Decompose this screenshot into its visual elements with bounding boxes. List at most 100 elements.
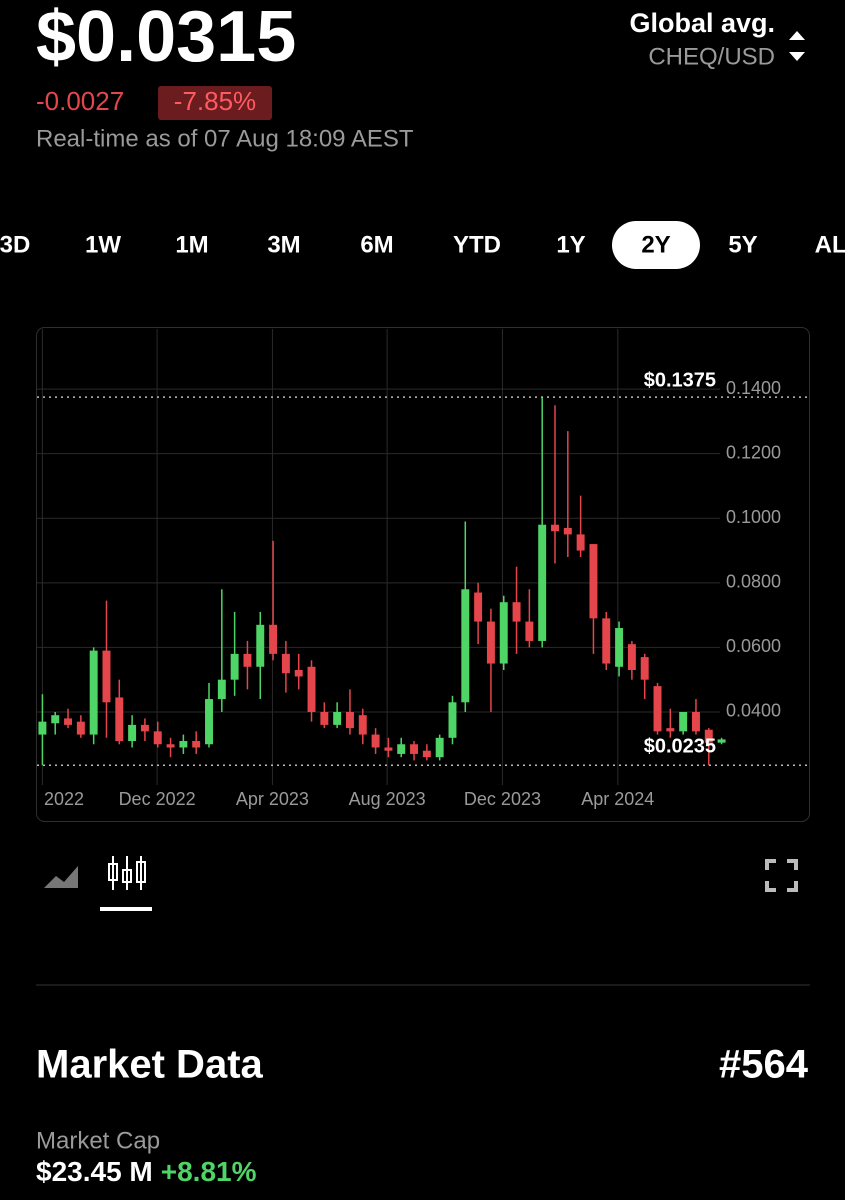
- x-tick-label: Apr 2024: [581, 789, 654, 809]
- candle-body: [153, 731, 162, 745]
- chart-frame: [36, 327, 810, 822]
- x-tick-label: Aug 2023: [349, 789, 426, 809]
- selected-tab: [612, 221, 700, 269]
- candle-body: [345, 711, 354, 729]
- range-tab[interactable]: YTD: [453, 231, 501, 258]
- candle-body: [474, 592, 483, 622]
- candle-body: [538, 524, 547, 641]
- candle-body: [448, 702, 457, 738]
- y-tick-label: 0.0600: [726, 636, 781, 656]
- market-cap-label: Market Cap: [36, 1127, 160, 1154]
- extreme-label: $0.1375: [644, 369, 716, 391]
- candle-body: [140, 724, 149, 732]
- candle-body: [205, 699, 213, 745]
- candle-body: [499, 602, 508, 664]
- candle-body: [691, 711, 700, 732]
- candle-body: [525, 621, 534, 641]
- pair: CHEQ/USD: [648, 43, 775, 70]
- candle-body: [294, 670, 303, 677]
- candle-body: [76, 721, 85, 735]
- candle-body: [128, 724, 137, 742]
- candle-body: [192, 741, 201, 748]
- range-tab[interactable]: ALL: [815, 231, 845, 258]
- candle-body: [243, 653, 252, 667]
- y-tick-label: 0.0400: [726, 701, 781, 721]
- range-tab[interactable]: 6M: [360, 231, 393, 258]
- candle-body: [422, 750, 431, 758]
- candle-body: [602, 618, 611, 664]
- candle-body: [358, 715, 367, 735]
- candle-body: [281, 653, 290, 674]
- candle-body: [217, 679, 226, 700]
- candle-body: [551, 524, 559, 532]
- x-tick-label: 2022: [44, 789, 84, 809]
- candle-body: [435, 737, 444, 758]
- range-tab[interactable]: 1Y: [556, 231, 585, 258]
- selected-indicator: [100, 907, 152, 911]
- range-tab[interactable]: 2Y: [641, 231, 670, 258]
- candle-body: [51, 715, 60, 724]
- candle-body: [512, 602, 521, 622]
- candle-body: [64, 718, 73, 725]
- x-tick-label: Dec 2023: [464, 789, 541, 809]
- candle-chart-icon[interactable]: [108, 856, 146, 890]
- timestamp: Real-time as of 07 Aug 18:09 AEST: [36, 125, 414, 152]
- y-tick-label: 0.0800: [726, 572, 781, 592]
- pct-badge: [158, 86, 272, 120]
- candle-body: [410, 744, 419, 754]
- range-tab[interactable]: 1M: [175, 231, 208, 258]
- x-tick-label: Apr 2023: [236, 789, 309, 809]
- range-tab[interactable]: 5Y: [728, 231, 757, 258]
- extreme-label: $0.0235: [644, 736, 716, 758]
- candle-body: [320, 711, 329, 725]
- y-tick-label: 0.1200: [726, 442, 781, 462]
- sort-arrows[interactable]: [789, 31, 805, 61]
- candle-body: [627, 644, 636, 670]
- candle-body: [115, 697, 124, 742]
- fullscreen-icon[interactable]: [765, 859, 798, 892]
- candle-body: [397, 744, 406, 754]
- source-selector[interactable]: Global avg.: [629, 8, 775, 38]
- price: $0.0315: [36, 0, 296, 77]
- candle-body: [486, 621, 495, 664]
- price-change: -0.0027: [36, 86, 124, 116]
- candle-body: [640, 657, 649, 680]
- candle-body: [230, 653, 239, 680]
- x-tick-label: Dec 2022: [119, 789, 196, 809]
- candle-body: [704, 729, 713, 743]
- range-tabs: 3D 1W 1M 3M 6M YTD 1Y 2Y 5Y ALL: [0, 221, 845, 269]
- candle-body: [269, 624, 278, 654]
- candle-body: [89, 650, 98, 735]
- y-tick-label: 0.1400: [726, 378, 781, 398]
- candle-body: [38, 721, 47, 735]
- area-chart-icon[interactable]: [44, 866, 78, 888]
- y-tick-label: 0.1000: [726, 507, 781, 527]
- candle-body: [371, 734, 380, 748]
- range-tab[interactable]: 3D: [0, 231, 30, 258]
- candle-body: [384, 747, 393, 751]
- range-tab[interactable]: 1W: [85, 231, 121, 258]
- market-cap-amount: $23.45 M: [36, 1156, 153, 1187]
- candle-body: [179, 741, 188, 748]
- section-title: Market Data: [36, 1043, 264, 1087]
- candle-body: [589, 544, 598, 619]
- candle-body: [461, 589, 470, 703]
- candle-body: [563, 527, 572, 535]
- candle-body: [576, 534, 585, 551]
- candle-body: [666, 728, 675, 732]
- candle-body: [307, 666, 316, 712]
- price-change-pct: -7.85%: [174, 86, 256, 116]
- candle-body: [679, 711, 688, 732]
- candle-body: [166, 744, 175, 748]
- candle-body: [717, 739, 726, 743]
- range-tab[interactable]: 3M: [267, 231, 300, 258]
- candle-body: [615, 628, 624, 667]
- candle-body: [102, 650, 111, 703]
- market-cap-change: +8.81%: [161, 1156, 257, 1187]
- candle-body: [333, 711, 342, 725]
- rank: #564: [719, 1043, 809, 1087]
- candle-body: [653, 686, 662, 732]
- chart: 0.0400 0.0600 0.0800 0.1000 0.1200 0.1400 2022…: [37, 329, 808, 809]
